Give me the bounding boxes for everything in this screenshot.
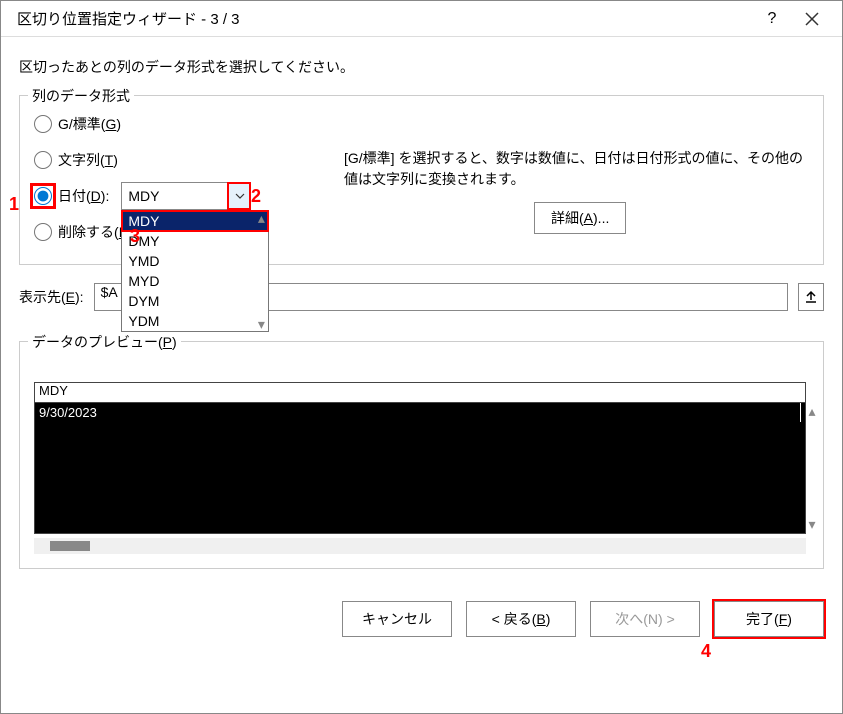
annotation-3: 3	[130, 226, 140, 247]
button-bar: キャンセル < 戻る(B) 次へ(N) > 完了(F)	[1, 601, 842, 655]
radio-general-label: G/標準(G)	[58, 114, 121, 134]
dropdown-option[interactable]: DYM	[122, 291, 268, 311]
cancel-button[interactable]: キャンセル	[342, 601, 452, 637]
help-button[interactable]: ?	[752, 4, 792, 34]
scroll-down-icon: ▾	[808, 516, 815, 533]
radio-text-label: 文字列(T)	[58, 150, 118, 170]
annotation-1: 1	[9, 194, 19, 215]
finish-button[interactable]: 完了(F)	[714, 601, 824, 637]
radio-text-row[interactable]: 文字列(T)	[34, 142, 334, 178]
dropdown-option[interactable]: MDY	[122, 211, 268, 231]
combo-dropdown-button[interactable]	[228, 183, 250, 209]
radio-general[interactable]	[34, 115, 52, 133]
collapse-icon	[804, 290, 818, 304]
preview-cell: 9/30/2023	[35, 403, 801, 422]
combo-selected-text: MDY	[122, 188, 228, 204]
close-button[interactable]	[792, 4, 832, 34]
range-selector-button[interactable]	[798, 283, 824, 311]
dropdown-option[interactable]: DMY	[122, 231, 268, 251]
detail-button[interactable]: 詳細(A)...	[534, 202, 626, 234]
radio-skip[interactable]	[34, 223, 52, 241]
annotation-4: 4	[701, 641, 711, 662]
data-preview-group: データのプレビュー(P) MDY 9/30/2023 ▴ ▾	[19, 341, 824, 569]
chevron-down-icon	[235, 193, 245, 199]
dropdown-scroll-up[interactable]: ▴	[254, 211, 268, 225]
format-legend: 列のデータ形式	[28, 86, 134, 106]
date-format-combo[interactable]: MDY	[121, 182, 251, 210]
back-button[interactable]: < 戻る(B)	[466, 601, 576, 637]
radio-date-label: 日付(D):	[58, 186, 109, 206]
radio-text[interactable]	[34, 151, 52, 169]
destination-label: 表示先(E):	[19, 287, 84, 307]
preview-legend: データのプレビュー(P)	[28, 332, 181, 352]
window-title: 区切り位置指定ウィザード - 3 / 3	[17, 8, 752, 29]
radio-skip-label: 削除する(I)	[58, 222, 127, 242]
preview-body: 9/30/2023 ▴ ▾	[34, 402, 806, 534]
radio-date[interactable]	[34, 187, 52, 205]
scroll-up-icon: ▴	[808, 403, 815, 420]
close-icon	[805, 12, 819, 26]
dropdown-option[interactable]: YMD	[122, 251, 268, 271]
annotation-2: 2	[251, 186, 261, 207]
next-button: 次へ(N) >	[590, 601, 700, 637]
dropdown-scroll-down[interactable]: ▾	[254, 317, 268, 331]
radio-general-row[interactable]: G/標準(G)	[34, 106, 334, 142]
dropdown-option[interactable]: MYD	[122, 271, 268, 291]
dropdown-option[interactable]: YDM	[122, 311, 268, 331]
radio-date-row[interactable]: 日付(D): MDY ▴ MDY DMY YMD	[34, 178, 334, 214]
format-description: [G/標準] を選択すると、数字は数値に、日付は日付形式の値に、その他の値は文字…	[344, 148, 809, 190]
preview-column-header: MDY	[34, 382, 806, 402]
preview-vertical-scroll[interactable]: ▴ ▾	[805, 403, 819, 533]
instruction-text: 区切ったあとの列のデータ形式を選択してください。	[19, 57, 824, 77]
preview-horizontal-scroll[interactable]	[34, 538, 806, 554]
titlebar: 区切り位置指定ウィザード - 3 / 3 ?	[1, 1, 842, 37]
scroll-thumb[interactable]	[50, 541, 90, 551]
date-format-dropdown: ▴ MDY DMY YMD MYD DYM YDM ▾	[121, 210, 269, 332]
